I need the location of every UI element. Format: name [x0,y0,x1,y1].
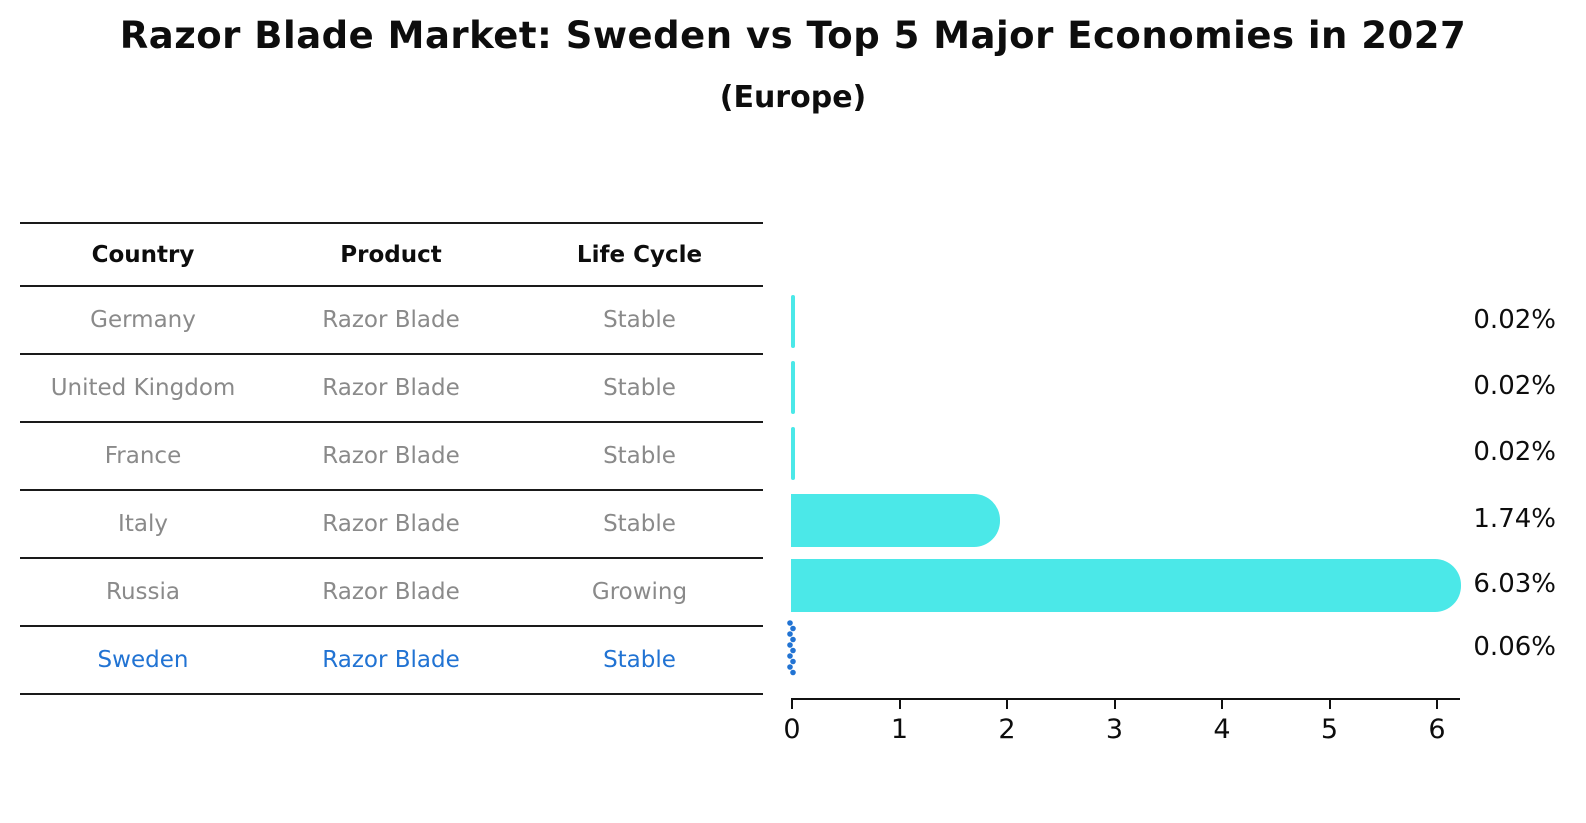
x-axis-tick-label: 5 [1320,714,1339,745]
x-axis-tick-label: 1 [890,714,909,745]
table-cell-life-cycle: Stable [603,647,676,673]
table-cell-life-cycle: Stable [603,511,676,537]
table-row: Sweden Razor Blade Stable [20,627,763,695]
chart-title: Razor Blade Market: Sweden vs Top 5 Majo… [119,14,1467,57]
table-cell-product: Razor Blade [322,579,460,605]
x-axis-line [791,698,1460,701]
value-label-germany: 0.02% [1473,305,1556,335]
table-header-row: Country Product Life Cycle [20,222,763,287]
table-cell-product: Razor Blade [322,647,460,673]
x-axis-tick [1006,700,1009,709]
value-label-italy: 1.74% [1473,504,1556,534]
table-cell-country: Italy [118,511,168,537]
bar-united-kingdom [791,360,795,414]
table-body: Germany Razor Blade Stable United Kingdom Ra… [20,287,763,695]
value-label-united-kingdom: 0.02% [1473,371,1556,401]
value-label-russia: 6.03% [1473,569,1556,599]
x-axis-tick [1436,700,1439,709]
value-label-france: 0.02% [1473,437,1556,467]
table-cell-country: Germany [90,307,196,333]
table-row: Germany Razor Blade Stable [20,287,763,355]
table-row: United Kingdom Razor Blade Stable [20,355,763,423]
table-header-product: Product [340,241,442,268]
x-axis-tick [1221,700,1224,709]
table-cell-product: Razor Blade [322,375,460,401]
table-header-life-cycle: Life Cycle [576,241,703,268]
x-axis-tick [1328,700,1331,709]
bar-france [791,426,795,480]
table-cell-product: Razor Blade [322,443,460,469]
table-cell-country: Russia [106,579,180,605]
x-axis-tick-label: 4 [1213,714,1231,745]
table-cell-life-cycle: Growing [591,579,688,605]
x-axis-tick-label: 2 [998,714,1016,745]
bar-russia [791,558,1462,612]
x-axis-tick-label: 3 [1105,714,1124,745]
bar-germany [791,294,795,348]
table-row: France Razor Blade Stable [20,423,763,491]
table-cell-life-cycle: Stable [603,443,676,469]
x-axis-tick [791,700,794,709]
x-axis-tick [898,700,901,709]
table-cell-life-cycle: Stable [603,375,676,401]
table-cell-product: Razor Blade [322,511,460,537]
x-axis-tick-label: 0 [783,714,801,745]
sweden-marker-dots-icon [787,620,796,676]
table-cell-country: France [104,443,182,469]
table-cell-country: United Kingdom [50,375,236,401]
table-cell-product: Razor Blade [322,307,460,333]
table-row: Italy Razor Blade Stable [20,491,763,559]
table-cell-country: Sweden [97,647,189,673]
x-axis-tick [1113,700,1116,709]
table-cell-life-cycle: Stable [603,307,676,333]
table-row: Russia Razor Blade Growing [20,559,763,627]
country-table: Country Product Life Cycle Germany Razor … [20,222,763,695]
bar-italy [791,493,1001,547]
value-label-sweden: 0.06% [1473,632,1556,662]
chart-subtitle: (Europe) [719,80,867,115]
table-header-country: Country [91,241,195,268]
x-axis-tick-label: 6 [1428,714,1446,745]
